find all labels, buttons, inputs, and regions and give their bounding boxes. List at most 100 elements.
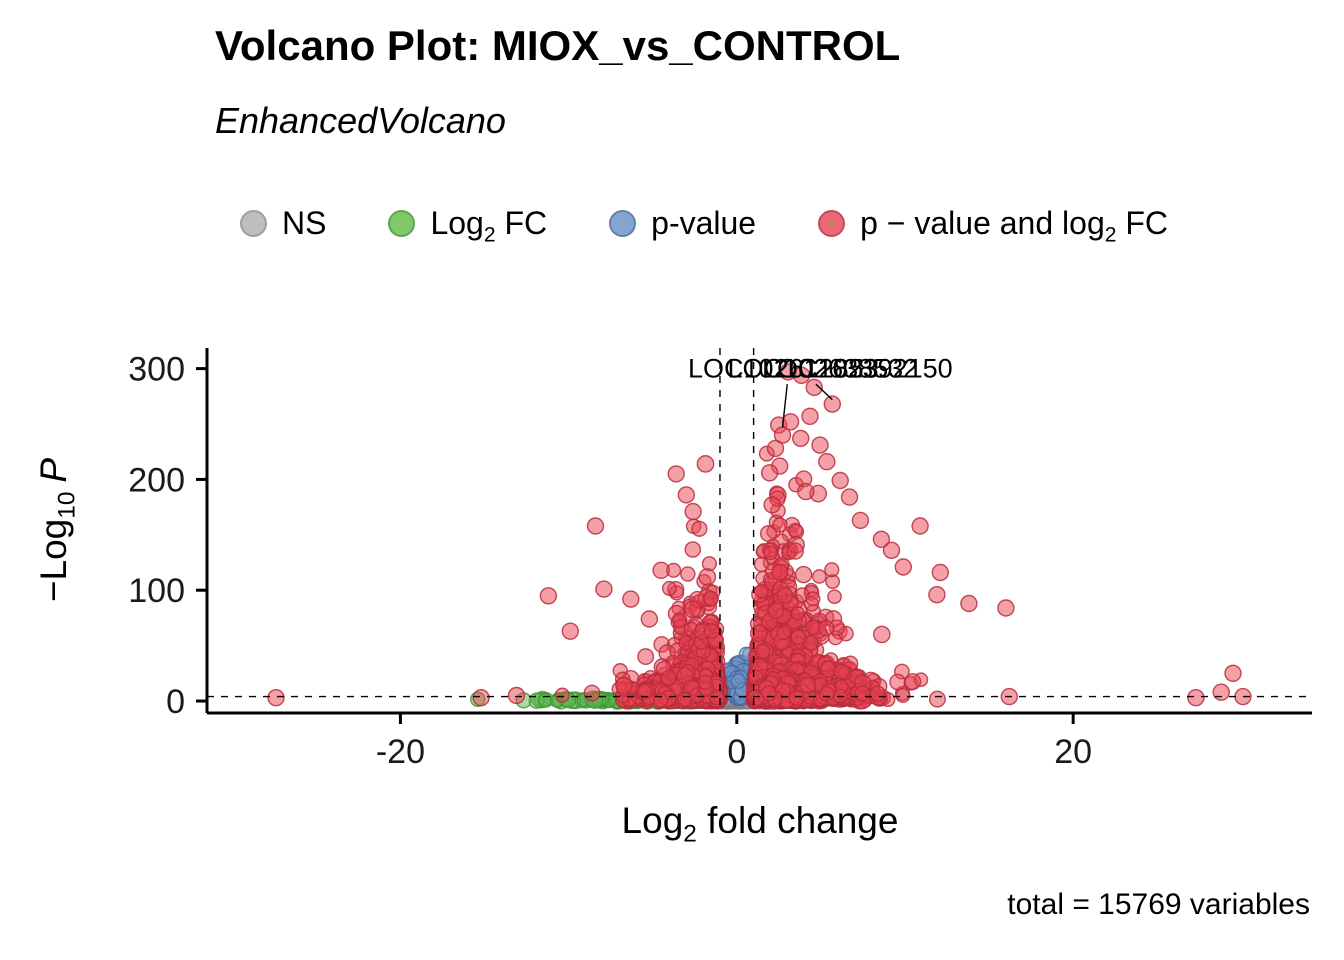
data-point bbox=[787, 522, 803, 538]
data-point bbox=[636, 683, 652, 699]
data-point bbox=[824, 562, 840, 578]
data-point bbox=[904, 673, 922, 691]
data-point bbox=[653, 692, 669, 708]
data-point bbox=[684, 502, 702, 521]
x-tick-label: 20 bbox=[1054, 733, 1092, 771]
data-point bbox=[811, 569, 827, 584]
legend: NS Log2 FC p-value p − value and log2 FC bbox=[240, 205, 1169, 247]
data-point bbox=[697, 674, 713, 690]
data-point bbox=[792, 366, 811, 384]
data-point bbox=[818, 685, 835, 702]
data-point bbox=[561, 622, 579, 640]
y-tick-label: 0 bbox=[166, 683, 185, 721]
data-point bbox=[801, 407, 819, 425]
data-point bbox=[1212, 683, 1230, 701]
data-point bbox=[776, 587, 794, 604]
data-point bbox=[763, 496, 781, 514]
data-point bbox=[622, 590, 640, 608]
data-point bbox=[767, 602, 785, 620]
data-point bbox=[267, 689, 285, 707]
data-point bbox=[805, 378, 823, 397]
data-point bbox=[997, 599, 1015, 617]
y-tick-label: 100 bbox=[128, 572, 185, 610]
data-point bbox=[772, 517, 788, 533]
legend-item-ns: NS bbox=[240, 205, 326, 242]
data-point bbox=[832, 688, 848, 704]
legend-label-ns: NS bbox=[282, 205, 327, 241]
points-both bbox=[267, 363, 1252, 710]
data-point bbox=[684, 541, 702, 558]
caption-total-variables: total = 15769 variables bbox=[1007, 888, 1310, 921]
gene-label: LOC102638532 bbox=[728, 353, 919, 383]
data-point bbox=[660, 670, 677, 686]
data-point bbox=[817, 619, 835, 637]
data-point bbox=[960, 594, 978, 613]
data-point bbox=[640, 610, 658, 628]
data-point bbox=[730, 673, 747, 689]
data-point bbox=[818, 453, 836, 471]
legend-dot-pvalue-icon bbox=[609, 210, 637, 237]
data-point bbox=[794, 565, 813, 584]
gene-label: LOC102392150 bbox=[762, 353, 953, 383]
data-point bbox=[698, 568, 717, 586]
data-point bbox=[833, 663, 850, 680]
data-point bbox=[472, 689, 490, 707]
legend-label-pvalue-and-log2fc: p − value and log2 FC bbox=[860, 205, 1169, 247]
data-point bbox=[539, 587, 558, 605]
data-point bbox=[760, 464, 779, 482]
x-tick-label: -20 bbox=[376, 733, 425, 771]
data-point bbox=[749, 624, 768, 643]
data-point bbox=[872, 530, 891, 548]
data-point bbox=[661, 580, 677, 596]
data-point bbox=[652, 561, 670, 579]
data-point bbox=[583, 684, 601, 702]
data-point bbox=[895, 687, 911, 704]
legend-label-pvalue: p-value bbox=[651, 205, 757, 241]
data-point bbox=[894, 558, 912, 576]
data-point bbox=[792, 429, 810, 448]
data-point bbox=[637, 648, 655, 666]
data-point bbox=[827, 589, 842, 605]
data-point bbox=[911, 517, 929, 535]
data-point bbox=[586, 517, 605, 535]
legend-item-log2fc: Log2 FC bbox=[388, 205, 547, 245]
data-point bbox=[766, 439, 785, 458]
data-point bbox=[676, 691, 693, 708]
data-point bbox=[703, 623, 720, 639]
legend-dot-log2fc-icon bbox=[388, 210, 416, 237]
data-point bbox=[799, 676, 817, 694]
data-point bbox=[554, 687, 570, 703]
data-point bbox=[788, 690, 805, 706]
data-point bbox=[1224, 664, 1242, 682]
data-point bbox=[786, 542, 804, 560]
x-axis-label: Log2 fold change bbox=[621, 800, 899, 848]
data-point bbox=[882, 541, 901, 559]
data-point bbox=[781, 413, 800, 431]
gene-callout-line bbox=[781, 384, 788, 428]
data-point bbox=[931, 563, 949, 582]
gene-callout-line bbox=[815, 383, 833, 401]
chart-subtitle: EnhancedVolcano bbox=[215, 100, 506, 141]
data-point bbox=[790, 606, 805, 621]
data-point bbox=[507, 686, 526, 705]
data-point bbox=[1187, 689, 1205, 707]
data-point bbox=[823, 395, 841, 413]
data-point bbox=[805, 591, 821, 607]
legend-dot-ns-icon bbox=[240, 210, 267, 237]
data-point bbox=[683, 600, 702, 619]
data-point bbox=[677, 486, 695, 504]
data-point bbox=[703, 590, 720, 607]
data-point bbox=[928, 690, 946, 708]
data-point bbox=[869, 685, 886, 702]
data-point bbox=[797, 482, 815, 501]
data-point bbox=[854, 685, 871, 702]
data-point bbox=[755, 643, 771, 660]
data-point bbox=[595, 580, 613, 598]
data-point bbox=[691, 520, 708, 537]
data-point bbox=[671, 612, 688, 628]
data-point bbox=[889, 673, 906, 691]
data-point bbox=[840, 488, 859, 506]
data-point bbox=[763, 545, 778, 561]
